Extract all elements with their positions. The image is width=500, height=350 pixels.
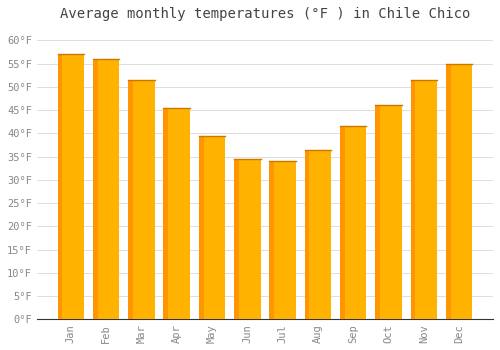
Bar (340, 126, 344, 320)
Bar (410, 80, 437, 320)
Bar (234, 159, 260, 320)
Bar (164, 108, 190, 320)
Bar (340, 126, 366, 320)
Bar (58, 54, 62, 320)
Bar (93, 59, 120, 320)
Bar (198, 136, 225, 320)
Bar (58, 54, 84, 320)
Bar (304, 149, 310, 320)
Bar (304, 149, 331, 320)
Bar (410, 80, 416, 320)
Bar (128, 80, 133, 320)
Title: Average monthly temperatures (°F ) in Chile Chico: Average monthly temperatures (°F ) in Ch… (60, 7, 470, 21)
Bar (234, 159, 239, 320)
Bar (198, 136, 203, 320)
Bar (270, 161, 296, 320)
Bar (446, 63, 472, 320)
Bar (93, 59, 98, 320)
Bar (375, 105, 402, 320)
Bar (375, 105, 380, 320)
Bar (446, 63, 450, 320)
Bar (164, 108, 168, 320)
Bar (128, 80, 154, 320)
Bar (270, 161, 274, 320)
